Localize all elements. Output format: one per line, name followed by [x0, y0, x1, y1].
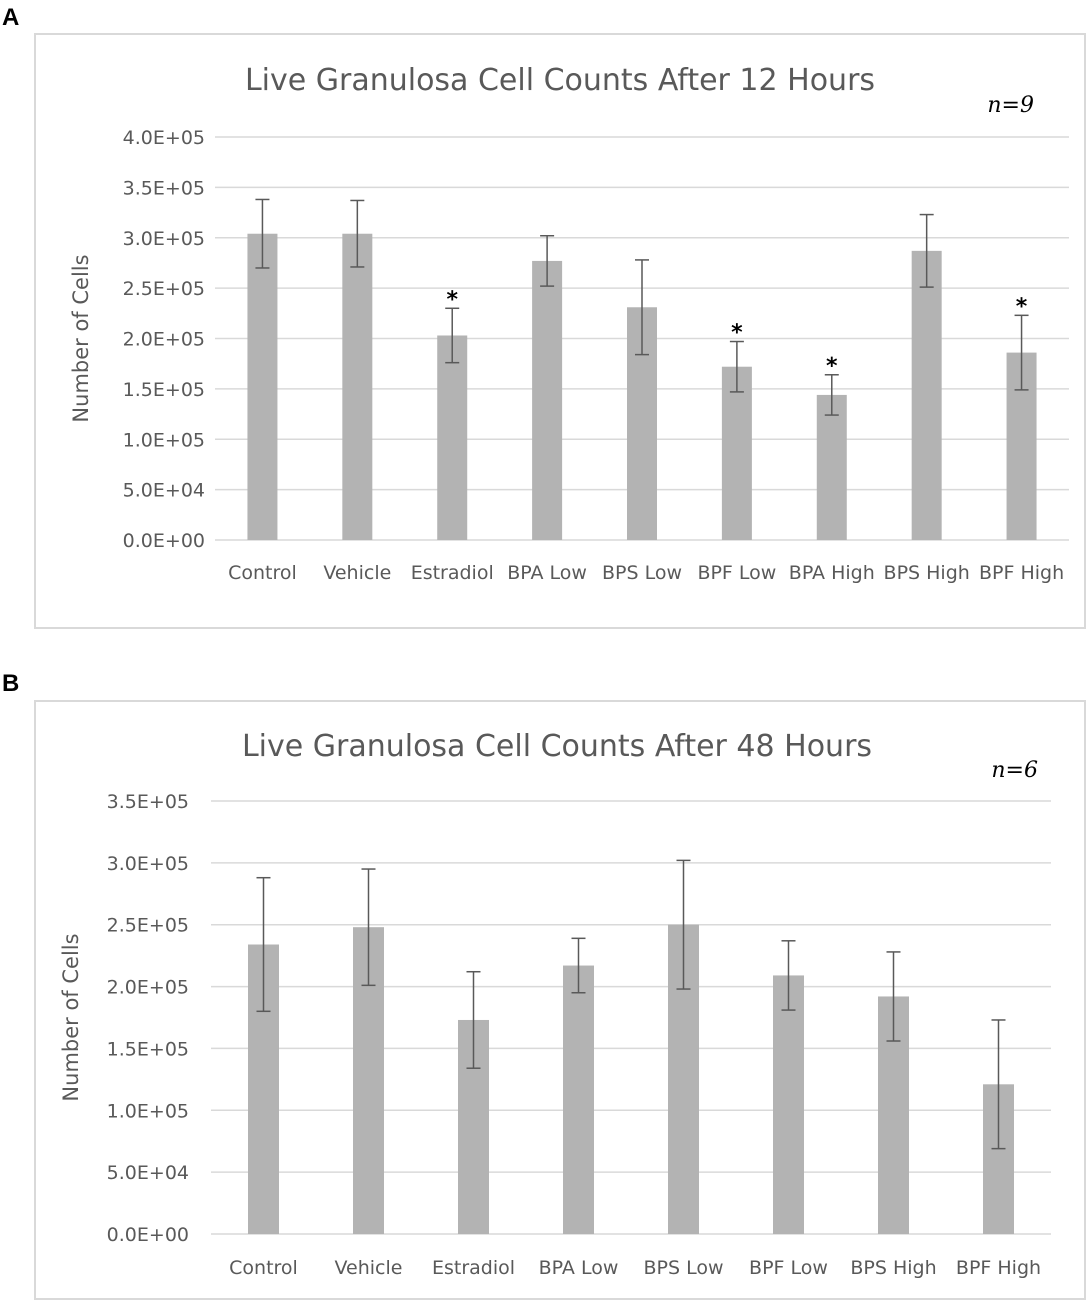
chart-a-category-label: Estradiol	[411, 562, 494, 584]
chart-a-category-label: Control	[228, 562, 297, 584]
chart-a-bar	[247, 233, 278, 540]
chart-b-y-tick-label: 0.0E+00	[107, 1224, 189, 1246]
chart-a-bar	[437, 335, 468, 540]
chart-a-significance-marker: *	[731, 321, 743, 346]
chart-b-category-label: BPS Low	[643, 1257, 723, 1279]
chart-a-significance-marker: *	[446, 287, 458, 312]
chart-b-category-label: BPF Low	[749, 1257, 828, 1279]
chart-a-y-tick-label: 3.0E+05	[123, 228, 205, 250]
chart-a-y-tick-label: 5.0E+04	[123, 480, 205, 502]
chart-b-category-label: Estradiol	[432, 1257, 515, 1279]
panel-a-letter: A	[2, 4, 20, 31]
chart-a-category-label: BPS High	[884, 562, 970, 584]
chart-b-y-tick-label: 2.5E+05	[107, 915, 189, 937]
chart-b-category-label: BPF High	[956, 1257, 1041, 1279]
chart-a-y-tick-label: 4.0E+05	[123, 127, 205, 149]
chart-a-y-axis-label: Number of Cells	[69, 254, 93, 422]
chart-b-y-axis-label: Number of Cells	[59, 933, 83, 1101]
chart-a-title: Live Granulosa Cell Counts After 12 Hour…	[245, 63, 875, 98]
chart-a-bar	[721, 366, 752, 540]
chart-b-bar	[563, 965, 594, 1234]
chart-a-bar	[342, 233, 373, 540]
chart-a-category-label: BPA High	[789, 562, 875, 584]
chart-a-y-tick-label: 0.0E+00	[123, 530, 205, 552]
chart-a-bar	[911, 250, 942, 540]
chart-a: Live Granulosa Cell Counts After 12 Hour…	[69, 63, 1069, 584]
chart-b-y-tick-label: 1.0E+05	[107, 1100, 189, 1122]
panel-b-letter: B	[2, 670, 20, 697]
chart-a-y-tick-label: 2.0E+05	[123, 329, 205, 351]
chart-a-sample-size: n=9	[987, 93, 1034, 118]
chart-b-title: Live Granulosa Cell Counts After 48 Hour…	[242, 729, 872, 764]
chart-b-category-label: Vehicle	[335, 1257, 403, 1279]
chart-b-category-label: BPS High	[850, 1257, 936, 1279]
chart-b-sample-size: n=6	[991, 758, 1038, 783]
chart-b-y-tick-label: 2.0E+05	[107, 977, 189, 999]
chart-a-y-tick-label: 3.5E+05	[123, 177, 205, 199]
chart-b-y-tick-label: 1.5E+05	[107, 1038, 189, 1060]
chart-b-y-tick-label: 3.5E+05	[107, 791, 189, 813]
chart-a-significance-marker: *	[1016, 294, 1028, 319]
chart-a-y-tick-label: 1.0E+05	[123, 429, 205, 451]
chart-a-category-label: BPS Low	[602, 562, 682, 584]
chart-a-category-label: Vehicle	[323, 562, 391, 584]
chart-b-bar	[773, 975, 804, 1234]
chart-a-significance-marker: *	[826, 354, 838, 379]
chart-a-category-label: BPF High	[979, 562, 1064, 584]
chart-b-category-label: BPA Low	[539, 1257, 619, 1279]
chart-b-frame	[34, 700, 1086, 1300]
chart-a-bar	[816, 394, 847, 540]
chart-b-y-tick-label: 5.0E+04	[107, 1162, 189, 1184]
chart-a-category-label: BPF Low	[697, 562, 776, 584]
chart-b-category-label: Control	[229, 1257, 298, 1279]
chart-a-y-tick-label: 1.5E+05	[123, 379, 205, 401]
chart-a-bar	[532, 260, 563, 540]
chart-a-y-tick-label: 2.5E+05	[123, 278, 205, 300]
chart-a-category-label: BPA Low	[507, 562, 587, 584]
chart-b-y-tick-label: 3.0E+05	[107, 853, 189, 875]
